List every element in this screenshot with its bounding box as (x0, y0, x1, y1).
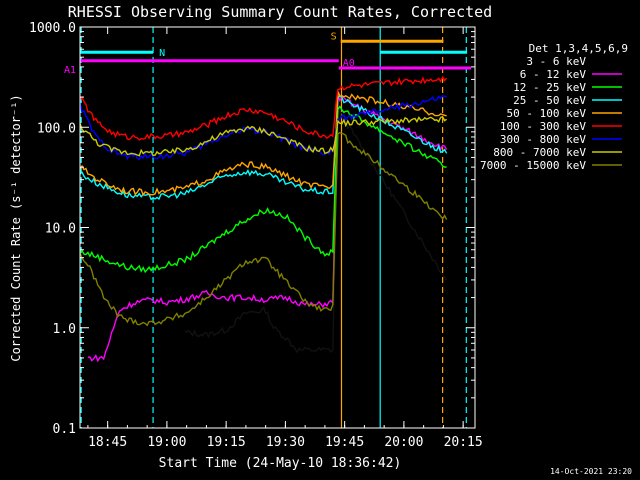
series-lines (79, 75, 448, 363)
legend-title: Det 1,3,4,5,6,9 (529, 42, 628, 55)
legend-label: 7000 - 15000 keV (480, 159, 586, 172)
chart-title: RHESSI Observing Summary Count Rates, Co… (68, 3, 492, 21)
series-line (79, 95, 447, 161)
state-annotations: N S A1 A0 (64, 31, 472, 76)
series-line (79, 131, 448, 327)
x-tick-label: 18:45 (88, 435, 127, 450)
y-tick-label: 1000.0 (29, 21, 76, 36)
annotation-label: A0 (343, 58, 355, 69)
legend-label: 50 - 100 keV (507, 107, 587, 120)
legend-label: 800 - 7000 keV (493, 146, 586, 159)
series-line (79, 115, 447, 157)
footer-timestamp: 14-Oct-2021 23:20 (550, 467, 632, 476)
annotation-label: S (331, 31, 337, 42)
annotation-label: A1 (64, 65, 76, 76)
y-tick-label: 100.0 (37, 121, 76, 136)
y-axis-ticks: 0.1 1.0 10.0 100.0 1000.0 (29, 21, 475, 437)
legend-label: 300 - 800 keV (500, 133, 586, 146)
series-line (79, 105, 447, 274)
x-tick-label: 19:15 (207, 435, 246, 450)
series-line (184, 110, 448, 354)
x-axis-label: Start Time (24-May-10 18:36:42) (159, 456, 402, 471)
legend-label: 25 - 50 keV (513, 94, 586, 107)
x-tick-label: 20:00 (384, 435, 423, 450)
y-axis-label: Corrected Count Rate (s⁻¹ detector⁻¹) (9, 94, 23, 361)
legend-label: 12 - 25 keV (513, 81, 586, 94)
x-tick-label: 19:45 (325, 435, 364, 450)
legend-label: 3 - 6 keV (526, 55, 586, 68)
x-tick-label: 19:00 (147, 435, 186, 450)
y-tick-label: 10.0 (45, 222, 76, 237)
y-tick-label: 1.0 (53, 322, 76, 337)
series-line (79, 91, 447, 197)
series-line (79, 94, 448, 201)
series-line (79, 75, 448, 141)
legend-label: 100 - 300 keV (500, 120, 586, 133)
x-tick-label: 19:30 (266, 435, 305, 450)
legend-label: 6 - 12 keV (520, 68, 587, 81)
x-tick-label: 20:15 (444, 435, 483, 450)
y-tick-label: 0.1 (53, 422, 76, 437)
annotation-label: N (159, 48, 165, 59)
x-axis-ticks: 18:45 19:00 19:15 19:30 19:45 20:00 20:15 (87, 27, 483, 450)
